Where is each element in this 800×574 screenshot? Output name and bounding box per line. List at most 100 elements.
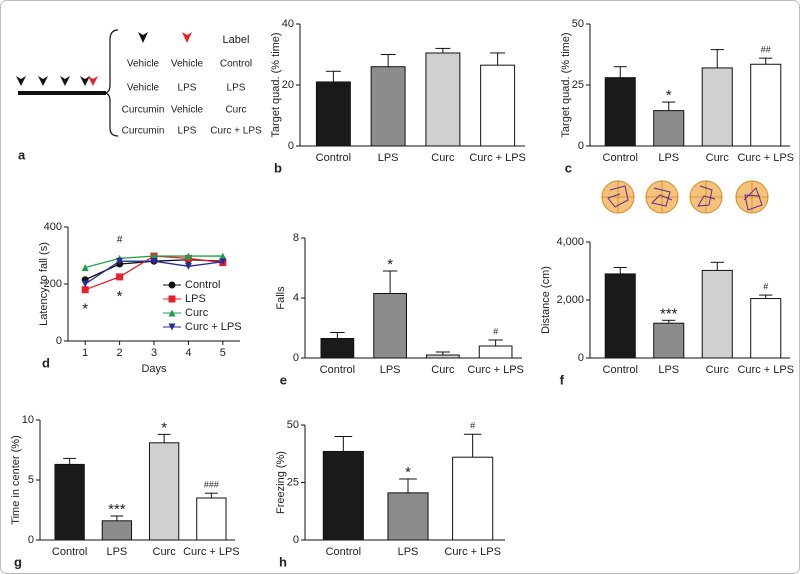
bar [426, 354, 460, 359]
x-tick-label: Control [316, 152, 351, 164]
x-tick-label: Curc [431, 364, 455, 376]
bar [425, 52, 461, 147]
y-tick-label: 50 [287, 419, 299, 431]
x-tick-label: Curc [153, 546, 177, 558]
table-cell: Curc [225, 105, 246, 116]
y-tick-label: 0 [56, 335, 62, 347]
y-tick-label: 50 [572, 18, 584, 30]
y-tick-label: 2,000 [556, 294, 584, 306]
y-axis-label: Falls [275, 286, 287, 310]
y-axis-label: Distance (cm) [540, 266, 552, 334]
annotation: *** [108, 501, 126, 518]
marker [184, 262, 192, 270]
y-tick-label: 0 [293, 352, 299, 364]
bar [54, 463, 85, 541]
legend-label: Curc + LPS [185, 321, 242, 333]
marker [219, 258, 227, 266]
y-tick-label: 0 [578, 352, 584, 364]
y-tick-label: 10 [22, 414, 34, 426]
x-tick-label: LPS [398, 546, 419, 558]
injection-arrows [16, 32, 192, 86]
bar [370, 66, 406, 147]
x-tick-label: LPS [658, 152, 679, 164]
panel-label: b [274, 160, 282, 175]
annotation: # [763, 281, 768, 291]
marker [116, 257, 124, 265]
table-cell: Vehicle [171, 59, 204, 70]
panel-label: c [565, 160, 572, 175]
bar [750, 298, 782, 359]
annotation: # [493, 326, 498, 336]
annotation: # [117, 235, 123, 246]
x-tick-label: LPS [106, 546, 127, 558]
x-tick-label: Curc + LPS [737, 364, 794, 376]
panel-label: f [560, 372, 565, 387]
x-tick-label: Curc [706, 364, 730, 376]
panel-label: d [42, 355, 50, 370]
y-axis-label: Latency to fall (s) [38, 242, 50, 326]
legend-marker [168, 295, 176, 303]
annotation: * [666, 87, 672, 104]
annotation: ## [761, 45, 771, 55]
bar [373, 293, 407, 359]
x-tick-label: 4 [185, 347, 191, 359]
bar [387, 492, 429, 541]
annotation: * [82, 301, 88, 318]
y-axis-label: Time in center (%) [10, 435, 22, 524]
panel-a-diagram: Label a [16, 29, 250, 162]
x-tick-label: 5 [220, 347, 226, 359]
x-tick-label: Curc + LPS [467, 364, 524, 376]
legend-label: Control [185, 279, 220, 291]
annotation: # [470, 421, 475, 431]
x-tick-label: Curc + LPS [444, 546, 501, 558]
x-tick-label: Control [52, 546, 87, 558]
bar [604, 77, 636, 147]
marker [81, 263, 89, 271]
bar [701, 67, 733, 147]
y-tick-label: 40 [282, 18, 294, 30]
bar [196, 497, 227, 541]
x-tick-label: LPS [378, 152, 399, 164]
bar [653, 322, 685, 359]
bar [320, 338, 355, 359]
y-tick-label: 20 [282, 79, 294, 91]
x-tick-label: Control [603, 152, 638, 164]
table-cell: Vehicle [171, 105, 204, 116]
legend-marker [168, 281, 176, 289]
y-axis-label: Target quad. (% time) [270, 32, 282, 137]
legend-label: Curc [185, 307, 209, 319]
bar [604, 273, 636, 359]
panel-label: e [280, 372, 287, 387]
legend-marker [168, 323, 176, 331]
y-tick-label: 0 [28, 534, 34, 546]
x-tick-label: Curc + LPS [469, 152, 526, 164]
annotation: * [387, 256, 393, 273]
x-tick-label: Control [320, 364, 355, 376]
marker [116, 273, 124, 281]
legend-label: LPS [185, 293, 206, 305]
table-cell: Vehicle [127, 83, 160, 94]
y-tick-label: 25 [287, 476, 299, 488]
y-tick-label: 5 [28, 474, 34, 486]
panel-label: h [279, 554, 287, 569]
x-tick-label: 2 [117, 347, 123, 359]
x-tick-label: 3 [151, 347, 157, 359]
table-cell: Curc + LPS [210, 126, 262, 137]
y-tick-label: 0 [293, 534, 299, 546]
y-tick-label: 0 [288, 140, 294, 152]
panel-label: g [14, 554, 22, 569]
y-tick-label: 200 [44, 278, 62, 290]
y-axis-label: Target quad. (% time) [560, 32, 572, 137]
annotation: * [117, 288, 123, 305]
bar [480, 64, 516, 147]
table-cell: Curcumin [122, 105, 165, 116]
marker [81, 280, 89, 288]
x-tick-label: LPS [658, 364, 679, 376]
bar [315, 81, 351, 147]
column-header: Label [223, 34, 250, 46]
annotation: * [405, 464, 411, 481]
x-tick-label: Control [603, 364, 638, 376]
y-tick-label: 0 [578, 140, 584, 152]
annotation: ### [204, 480, 219, 490]
x-tick-label: Curc + LPS [737, 152, 794, 164]
